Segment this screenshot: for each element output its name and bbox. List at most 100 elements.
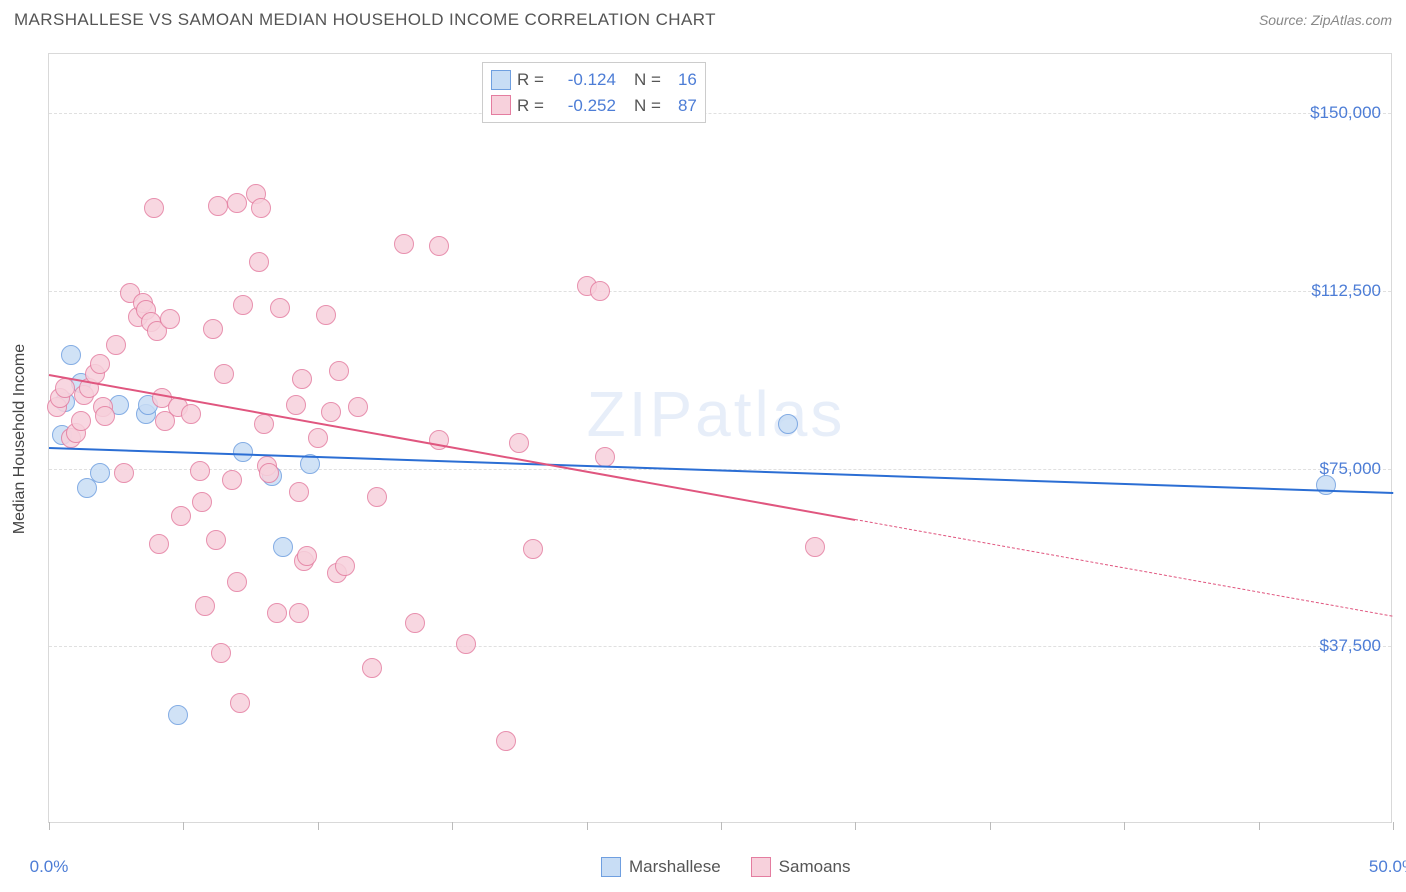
data-point [149, 534, 169, 554]
data-point [222, 470, 242, 490]
data-point [144, 198, 164, 218]
data-point [160, 309, 180, 329]
data-point [329, 361, 349, 381]
r-value: -0.124 [550, 67, 616, 93]
stats-row: R =-0.124 N =16 [491, 67, 697, 93]
data-point [171, 506, 191, 526]
data-point [208, 196, 228, 216]
data-point [590, 281, 610, 301]
y-axis-label: Median Household Income [11, 344, 29, 534]
x-tick [1259, 822, 1260, 830]
data-point [367, 487, 387, 507]
data-point [778, 414, 798, 434]
data-point [192, 492, 212, 512]
data-point [509, 433, 529, 453]
data-point [190, 461, 210, 481]
legend-label: Samoans [779, 857, 851, 877]
data-point [429, 236, 449, 256]
data-point [106, 335, 126, 355]
data-point [254, 414, 274, 434]
data-point [394, 234, 414, 254]
trend-line [49, 447, 1393, 494]
data-point [249, 252, 269, 272]
data-point [203, 319, 223, 339]
series-legend: Marshallese Samoans [601, 857, 850, 877]
data-point [270, 298, 290, 318]
chart-title: MARSHALLESE VS SAMOAN MEDIAN HOUSEHOLD I… [14, 10, 716, 30]
x-tick [855, 822, 856, 830]
x-tick-label: 50.0% [1369, 857, 1406, 877]
data-point [273, 537, 293, 557]
n-value: 16 [667, 67, 697, 93]
data-point [195, 596, 215, 616]
data-point [321, 402, 341, 422]
legend-item: Marshallese [601, 857, 721, 877]
data-point [206, 530, 226, 550]
stats-legend: R =-0.124 N =16 R =-0.252 N =87 [482, 62, 706, 123]
watermark: ZIPatlas [587, 377, 846, 451]
data-point [286, 395, 306, 415]
x-tick [990, 822, 991, 830]
data-point [227, 193, 247, 213]
data-point [233, 295, 253, 315]
y-tick-label: $112,500 [1311, 281, 1381, 301]
data-point [595, 447, 615, 467]
grid-line [49, 113, 1391, 114]
legend-swatch [491, 70, 511, 90]
x-tick [452, 822, 453, 830]
x-tick [1393, 822, 1394, 830]
plot-area: $37,500$75,000$112,500$150,0000.0%50.0%Z… [48, 53, 1392, 823]
legend-swatch [751, 857, 771, 877]
data-point [233, 442, 253, 462]
x-tick [1124, 822, 1125, 830]
data-point [805, 537, 825, 557]
data-point [251, 198, 271, 218]
grid-line [49, 646, 1391, 647]
data-point [55, 378, 75, 398]
data-point [289, 603, 309, 623]
data-point [267, 603, 287, 623]
data-point [114, 463, 134, 483]
data-point [71, 411, 91, 431]
legend-item: Samoans [751, 857, 851, 877]
x-tick-label: 0.0% [30, 857, 69, 877]
trend-line [855, 519, 1393, 617]
y-tick-label: $37,500 [1320, 636, 1381, 656]
data-point [523, 539, 543, 559]
data-point [61, 345, 81, 365]
data-point [348, 397, 368, 417]
trend-line [49, 374, 856, 521]
n-value: 87 [667, 93, 697, 119]
legend-swatch [601, 857, 621, 877]
data-point [289, 482, 309, 502]
data-point [181, 404, 201, 424]
data-point [168, 705, 188, 725]
r-label: R = [517, 93, 544, 119]
x-tick [721, 822, 722, 830]
r-label: R = [517, 67, 544, 93]
data-point [95, 406, 115, 426]
data-point [230, 693, 250, 713]
r-value: -0.252 [550, 93, 616, 119]
x-tick [49, 822, 50, 830]
legend-swatch [491, 95, 511, 115]
data-point [227, 572, 247, 592]
x-tick [183, 822, 184, 830]
x-tick [587, 822, 588, 830]
data-point [335, 556, 355, 576]
data-point [90, 354, 110, 374]
y-tick-label: $150,000 [1310, 103, 1381, 123]
data-point [214, 364, 234, 384]
data-point [405, 613, 425, 633]
legend-label: Marshallese [629, 857, 721, 877]
source-label: Source: ZipAtlas.com [1259, 12, 1392, 28]
data-point [308, 428, 328, 448]
data-point [316, 305, 336, 325]
n-label: N = [634, 67, 661, 93]
data-point [362, 658, 382, 678]
data-point [1316, 475, 1336, 495]
n-label: N = [634, 93, 661, 119]
data-point [259, 463, 279, 483]
grid-line [49, 291, 1391, 292]
data-point [456, 634, 476, 654]
